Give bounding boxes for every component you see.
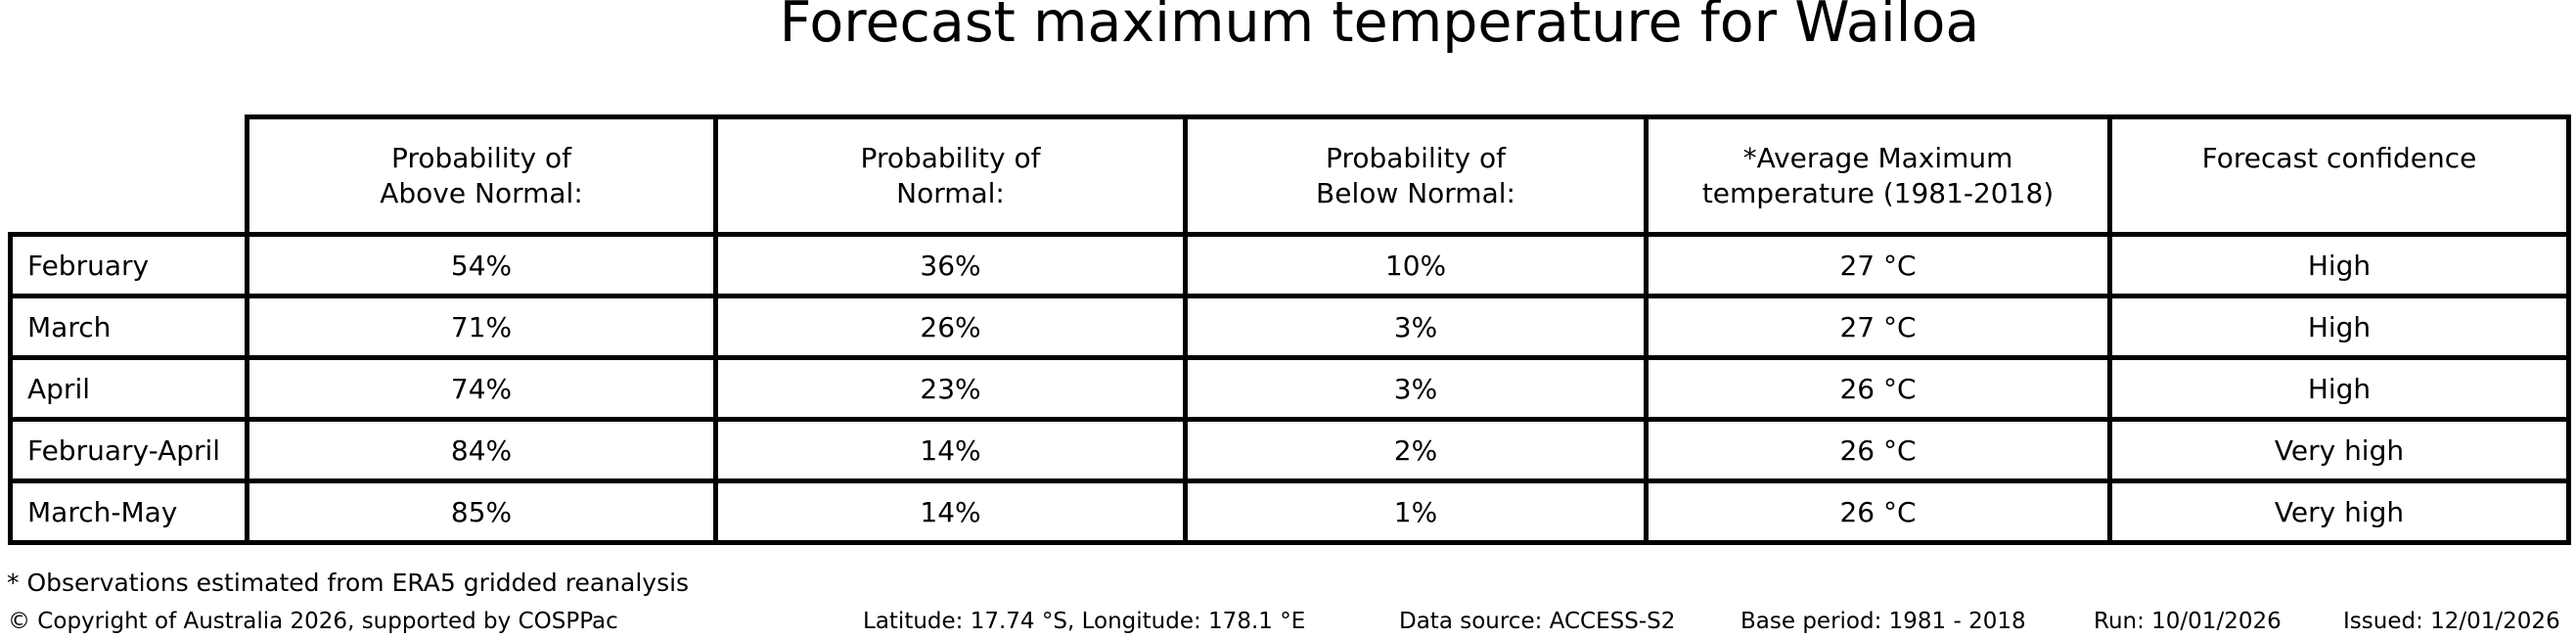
period-cell: February-April xyxy=(8,417,249,483)
confidence-cell: Very high xyxy=(2107,417,2571,483)
above-normal-cell: 54% xyxy=(245,232,718,298)
below-normal-cell: 1% xyxy=(1183,478,1649,545)
below-normal-cell: 2% xyxy=(1183,417,1649,483)
footnote: * Observations estimated from ERA5 gridd… xyxy=(7,569,690,597)
avg-max-temp-cell: 27 °C xyxy=(1644,294,2112,360)
normal-cell: 23% xyxy=(713,355,1188,422)
table-row: April 74% 23% 3% 26 °C High xyxy=(8,355,2571,422)
column-header-forecast-confidence: Forecast confidence xyxy=(2107,114,2571,237)
confidence-cell: High xyxy=(2107,232,2571,298)
issued-date-text: Issued: 12/01/2026 xyxy=(2343,609,2560,634)
confidence-cell: High xyxy=(2107,294,2571,360)
confidence-cell: Very high xyxy=(2107,478,2571,545)
table-corner-cell xyxy=(11,117,248,235)
base-period-text: Base period: 1981 - 2018 xyxy=(1740,609,2026,634)
below-normal-cell: 3% xyxy=(1183,355,1649,422)
period-cell: April xyxy=(8,355,249,422)
coordinates-text: Latitude: 17.74 °S, Longitude: 178.1 °E xyxy=(863,609,1306,634)
column-header-above-normal: Probability of Above Normal: xyxy=(245,114,718,237)
column-header-below-normal: Probability of Below Normal: xyxy=(1183,114,1649,237)
table-row: February 54% 36% 10% 27 °C High xyxy=(8,232,2571,298)
above-normal-cell: 84% xyxy=(245,417,718,483)
period-cell: March-May xyxy=(8,478,249,545)
column-header-normal: Probability of Normal: xyxy=(713,114,1188,237)
above-normal-cell: 71% xyxy=(245,294,718,360)
normal-cell: 14% xyxy=(713,417,1188,483)
table-row: March 71% 26% 3% 27 °C High xyxy=(8,294,2571,360)
normal-cell: 36% xyxy=(713,232,1188,298)
below-normal-cell: 10% xyxy=(1183,232,1649,298)
confidence-cell: High xyxy=(2107,355,2571,422)
normal-cell: 26% xyxy=(713,294,1188,360)
page-title: Forecast maximum temperature for Wailoa xyxy=(779,0,1980,55)
normal-cell: 14% xyxy=(713,478,1188,545)
above-normal-cell: 74% xyxy=(245,355,718,422)
table-row: February-April 84% 14% 2% 26 °C Very hig… xyxy=(8,417,2571,483)
data-source-text: Data source: ACCESS-S2 xyxy=(1399,609,1676,634)
copyright-text: © Copyright of Australia 2026, supported… xyxy=(8,609,618,634)
avg-max-temp-cell: 27 °C xyxy=(1644,232,2112,298)
run-date-text: Run: 10/01/2026 xyxy=(2094,609,2282,634)
avg-max-temp-cell: 26 °C xyxy=(1644,355,2112,422)
table-header-row: Probability of Above Normal: Probability… xyxy=(11,114,2571,237)
above-normal-cell: 85% xyxy=(245,478,718,545)
period-cell: February xyxy=(8,232,249,298)
forecast-table: Probability of Above Normal: Probability… xyxy=(8,114,2571,545)
avg-max-temp-cell: 26 °C xyxy=(1644,478,2112,545)
avg-max-temp-cell: 26 °C xyxy=(1644,417,2112,483)
period-cell: March xyxy=(8,294,249,360)
column-header-average-maximum: *Average Maximum temperature (1981-2018) xyxy=(1644,114,2112,237)
below-normal-cell: 3% xyxy=(1183,294,1649,360)
table-row: March-May 85% 14% 1% 26 °C Very high xyxy=(8,478,2571,545)
